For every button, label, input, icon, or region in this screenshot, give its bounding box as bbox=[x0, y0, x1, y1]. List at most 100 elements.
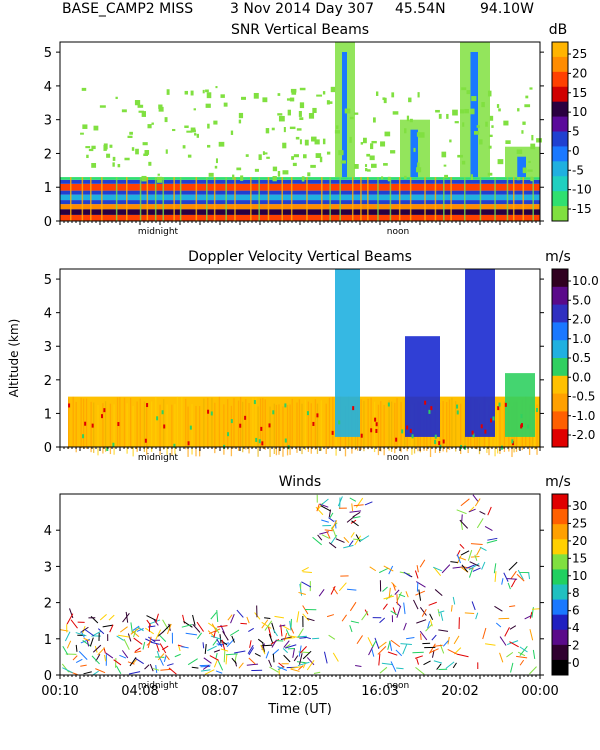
wind-barb bbox=[468, 508, 476, 513]
snr-speck bbox=[443, 164, 447, 167]
doppler-colorbar-swatch bbox=[552, 269, 568, 288]
doppler-streak bbox=[310, 403, 312, 454]
wind-barb bbox=[329, 512, 334, 519]
wind-barb bbox=[346, 516, 355, 523]
snr-speck bbox=[452, 109, 458, 116]
wind-barb bbox=[428, 601, 437, 606]
wind-barb bbox=[229, 629, 240, 636]
wind-barb bbox=[80, 664, 87, 667]
snr-speck bbox=[165, 149, 168, 154]
winds-colorbar-swatch bbox=[552, 644, 568, 661]
snr-speck bbox=[112, 162, 115, 167]
doppler-speck bbox=[387, 402, 390, 407]
doppler-speck bbox=[434, 434, 437, 439]
snr-speck bbox=[303, 154, 307, 159]
wind-barb bbox=[160, 668, 172, 671]
snr-streak bbox=[339, 177, 341, 221]
doppler-streak bbox=[536, 404, 538, 455]
wind-barb bbox=[519, 646, 528, 653]
doppler-speck bbox=[520, 414, 523, 419]
wind-barb bbox=[280, 636, 292, 641]
snr-speck bbox=[365, 168, 368, 172]
snr-speck bbox=[258, 154, 262, 161]
header-lat: 45.54N bbox=[395, 1, 446, 17]
wind-barb bbox=[414, 655, 423, 659]
snr-speck bbox=[91, 145, 96, 150]
wind-barb bbox=[119, 626, 128, 633]
snr-speck bbox=[369, 155, 375, 161]
wind-barb bbox=[460, 498, 470, 507]
winds-ytick-label: 1 bbox=[44, 633, 52, 648]
wind-barb bbox=[210, 612, 217, 620]
snr-speck bbox=[503, 120, 509, 126]
wind-barb bbox=[278, 662, 285, 668]
winds-xtick-label: 12:05 bbox=[281, 684, 318, 699]
wind-barb bbox=[306, 657, 315, 666]
wind-barb bbox=[355, 534, 361, 543]
wind-barb bbox=[445, 661, 455, 669]
wind-barb bbox=[485, 643, 496, 646]
wind-barb bbox=[459, 543, 465, 549]
doppler-speck bbox=[239, 423, 242, 428]
doppler-streak bbox=[227, 399, 229, 450]
wind-barb bbox=[447, 649, 458, 655]
snr-ytick-label: 2 bbox=[44, 147, 52, 162]
snr-speck bbox=[505, 140, 511, 144]
snr-streak bbox=[81, 177, 84, 221]
doppler-speck bbox=[207, 409, 210, 414]
snr-speck bbox=[262, 97, 268, 103]
wind-barb bbox=[509, 625, 517, 630]
wind-barb bbox=[97, 628, 105, 635]
snr-speck bbox=[141, 175, 147, 182]
snr-speck bbox=[449, 139, 452, 143]
snr-speck bbox=[516, 149, 523, 155]
snr-colorbar-label: -15 bbox=[572, 202, 592, 216]
winds-colorbar-label: 2 bbox=[572, 639, 580, 653]
snr-streak bbox=[329, 177, 331, 221]
wind-barb bbox=[150, 641, 160, 645]
winds-colorbar-unit: m/s bbox=[545, 474, 571, 490]
snr-speck bbox=[193, 108, 196, 111]
snr-streak bbox=[250, 177, 252, 221]
doppler-streak bbox=[304, 399, 307, 451]
wind-barb bbox=[395, 649, 403, 657]
wind-barb bbox=[230, 614, 235, 624]
wind-barb bbox=[103, 654, 107, 662]
snr-speck bbox=[473, 131, 480, 135]
snr-data-layer bbox=[60, 42, 542, 221]
snr-speck bbox=[117, 163, 121, 168]
doppler-speck bbox=[255, 437, 258, 442]
snr-streak bbox=[424, 177, 426, 221]
panel-doppler: Doppler Velocity Vertical Beams 0 1 2 3 4 5 mid… bbox=[7, 249, 599, 463]
wind-barb bbox=[418, 589, 422, 601]
wind-barb bbox=[167, 663, 174, 667]
wind-barb bbox=[300, 646, 307, 654]
wind-barb bbox=[296, 611, 300, 623]
doppler-speck bbox=[312, 421, 315, 426]
doppler-colorbar-label: 10.0 bbox=[572, 274, 599, 288]
wind-barb bbox=[403, 622, 407, 631]
snr-speck bbox=[115, 96, 118, 100]
snr-streak bbox=[522, 177, 525, 221]
wind-barb bbox=[355, 497, 364, 508]
wind-barb bbox=[227, 614, 233, 621]
wind-barb bbox=[134, 647, 141, 653]
doppler-streak bbox=[275, 404, 278, 456]
doppler-speck bbox=[490, 418, 493, 423]
doppler-streak bbox=[298, 399, 301, 450]
doppler-speck bbox=[103, 408, 106, 413]
wind-barb bbox=[371, 649, 375, 657]
snr-streak bbox=[213, 177, 216, 221]
snr-speck bbox=[363, 137, 367, 144]
snr-speck bbox=[307, 172, 311, 177]
snr-speck bbox=[353, 112, 359, 115]
wind-barb bbox=[459, 519, 469, 529]
wind-barb bbox=[349, 625, 353, 633]
doppler-streak bbox=[245, 399, 247, 450]
wind-barb bbox=[519, 646, 528, 656]
snr-speck bbox=[196, 133, 200, 138]
wind-barb bbox=[213, 649, 221, 653]
snr-speck bbox=[454, 121, 459, 124]
doppler-speck bbox=[156, 416, 159, 421]
wind-barb bbox=[302, 613, 310, 621]
